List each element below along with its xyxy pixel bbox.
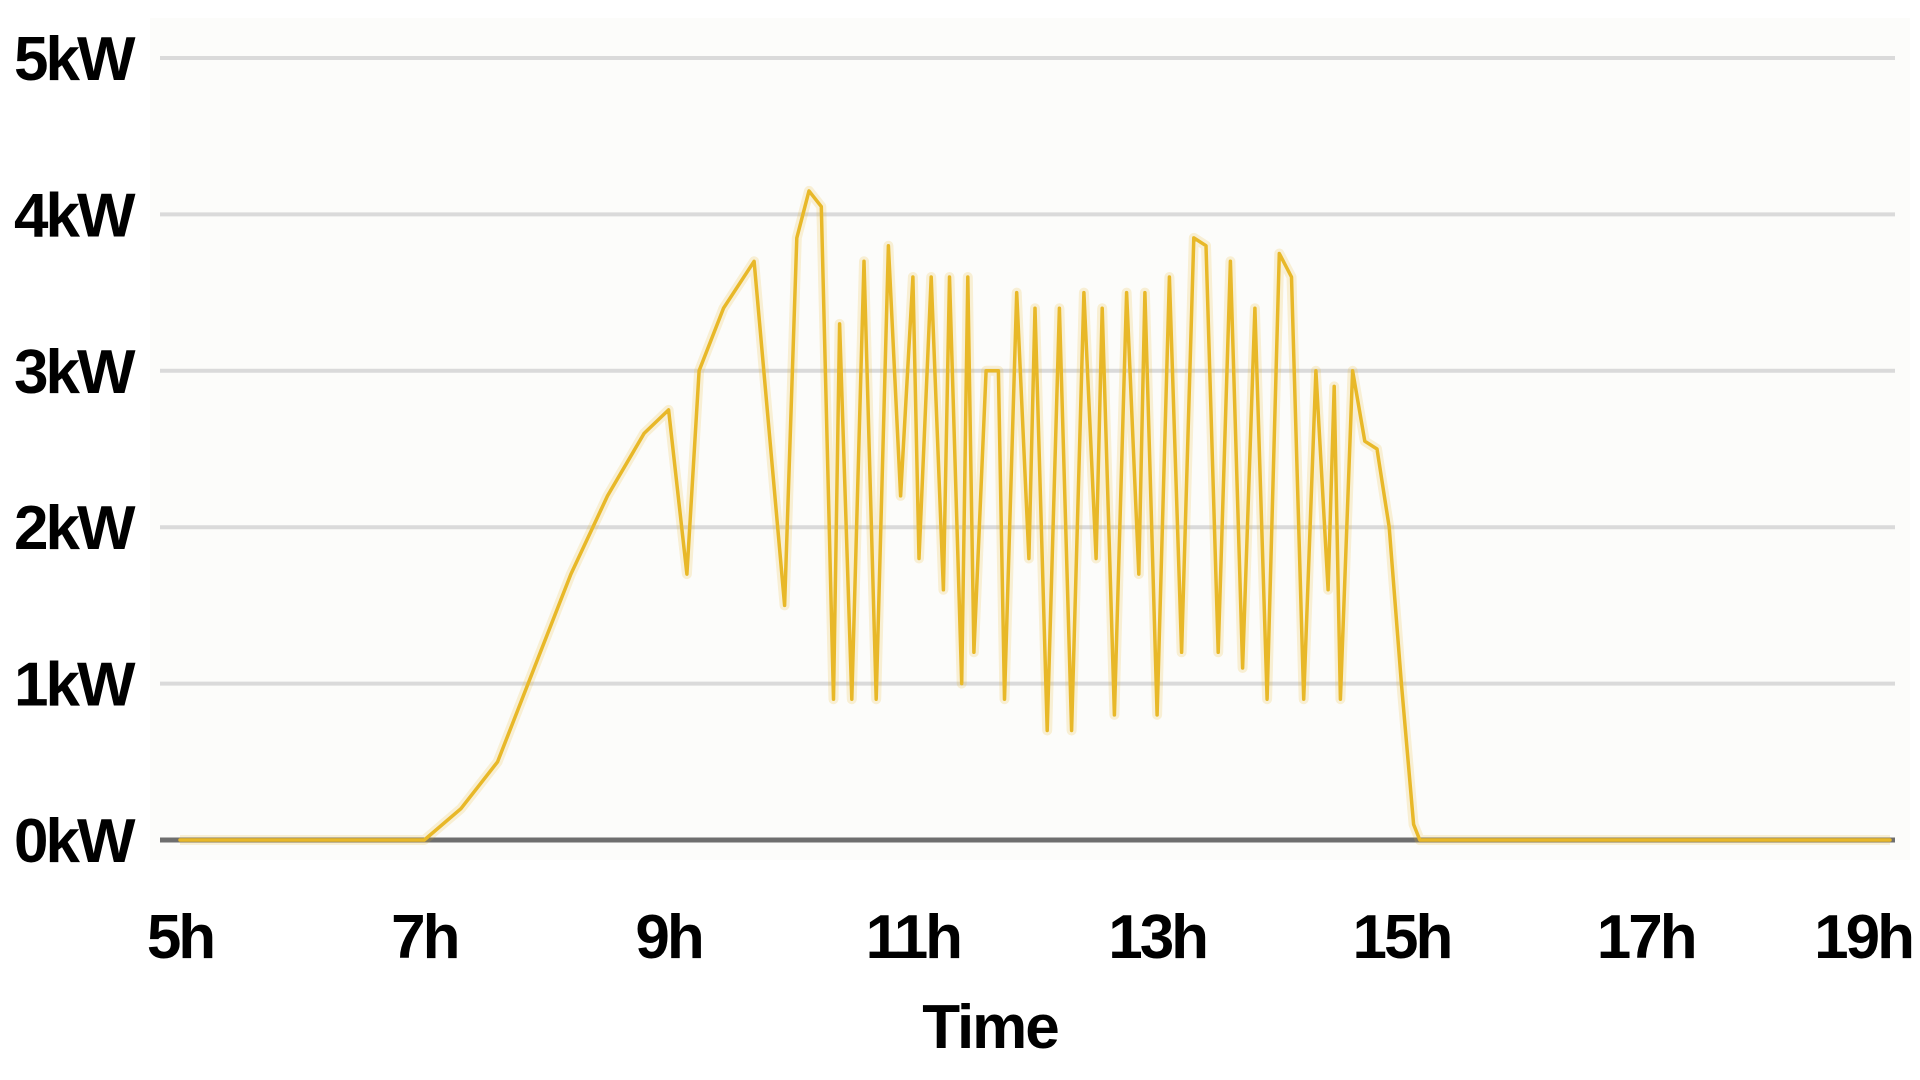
- y-tick-label: 4kW: [14, 181, 136, 250]
- x-tick-label: 17h: [1597, 903, 1695, 972]
- y-tick-label: 3kW: [14, 338, 136, 407]
- plot-background: [150, 18, 1910, 860]
- y-tick-label: 1kW: [14, 651, 136, 720]
- x-tick-label: 15h: [1353, 903, 1451, 972]
- y-tick-label: 2kW: [14, 494, 136, 563]
- x-axis-label: Time: [922, 993, 1058, 1062]
- y-tick-label: 5kW: [14, 25, 136, 94]
- x-tick-label: 13h: [1108, 903, 1206, 972]
- x-tick-label: 9h: [635, 903, 701, 972]
- x-tick-label: 7h: [391, 903, 457, 972]
- x-tick-label: 11h: [866, 903, 961, 972]
- x-tick-label: 5h: [147, 903, 213, 972]
- series-line: [178, 189, 1892, 842]
- x-tick-label: 19h: [1814, 903, 1912, 972]
- y-tick-label: 0kW: [14, 807, 136, 876]
